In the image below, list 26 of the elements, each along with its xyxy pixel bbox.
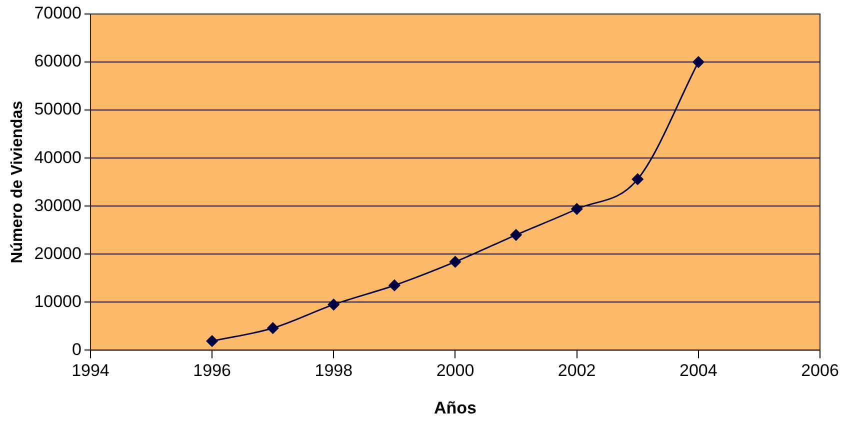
y-axis-title: Número de Viviendas <box>9 100 26 264</box>
x-tick-label: 2004 <box>680 361 718 380</box>
y-tick-label: 40000 <box>34 148 82 167</box>
x-tick-label: 2006 <box>801 361 839 380</box>
point <box>510 229 522 241</box>
x-tick-label: 1996 <box>193 361 231 380</box>
point <box>267 322 279 334</box>
y-tick-label: 10000 <box>34 292 82 311</box>
y-tick-label: 50000 <box>34 100 82 119</box>
point <box>571 203 583 215</box>
point <box>449 256 461 268</box>
x-tick-label: 1998 <box>314 361 353 380</box>
point <box>632 173 644 185</box>
y-tick-label: 30000 <box>34 196 82 215</box>
x-tick-label: 1994 <box>72 361 110 380</box>
y-tick-label: 0 <box>72 340 82 359</box>
y-tick-label: 70000 <box>34 4 82 23</box>
x-tick-label: 2000 <box>436 361 474 380</box>
point <box>328 298 340 310</box>
point <box>692 56 704 68</box>
point <box>206 335 218 347</box>
y-tick-label: 60000 <box>34 52 82 71</box>
x-axis-title: Años <box>434 398 476 418</box>
point <box>388 280 400 292</box>
x-tick-label: 2002 <box>558 361 596 380</box>
y-tick-label: 20000 <box>34 244 82 263</box>
